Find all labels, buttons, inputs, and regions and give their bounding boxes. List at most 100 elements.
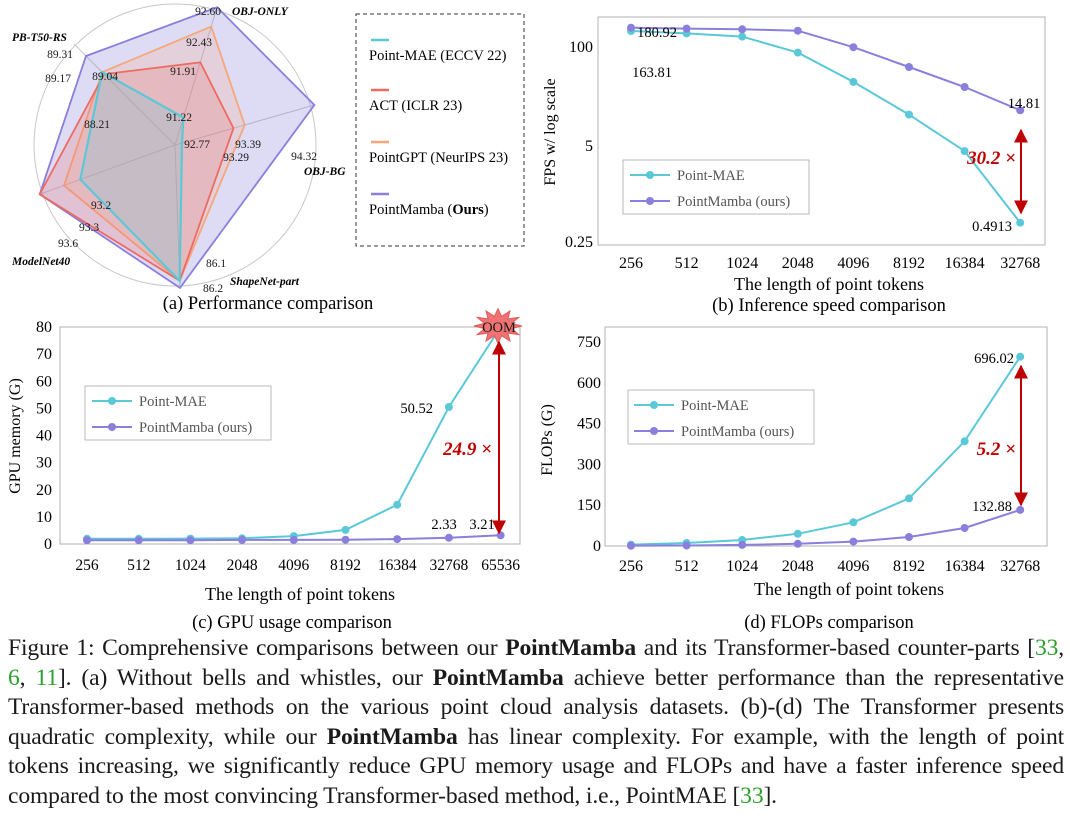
citation-link-11[interactable]: 11 <box>35 664 58 691</box>
panel-b-legend-box <box>622 159 810 215</box>
radar-axis-line <box>73 43 176 146</box>
radar-legend-box <box>355 13 525 247</box>
panel-d-ylabel: FLOPs (G) <box>539 404 556 476</box>
point-mae-line <box>630 356 1022 546</box>
radar-value-label: 93.6 <box>58 238 78 250</box>
panel-b-xlabel: The length of point tokens <box>734 274 924 294</box>
radar-value-label: 92.77 <box>184 139 210 151</box>
legend-label: PointMamba (ours) <box>139 420 252 436</box>
citation-link-6[interactable]: 6 <box>8 664 20 691</box>
radar-axis-name: OBJ-ONLY <box>232 6 289 18</box>
pointmamba-marker <box>849 537 858 546</box>
legend-label: PointMamba (ours) <box>681 424 794 440</box>
caption-lead: Figure 1: Comprehensive comparisons betw… <box>8 635 506 661</box>
gpu-chart-panel: GPU memory (G) 80 70 60 50 40 30 20 10 0 256 512 10… <box>7 307 523 633</box>
radar-value-label: 92.60 <box>195 6 221 18</box>
pointmamba-marker <box>960 524 969 532</box>
radar-value-label: 93.2 <box>91 200 111 212</box>
radar-axis-name: OBJ-BG <box>304 166 346 178</box>
citation-link-33[interactable]: 33 <box>1034 635 1059 661</box>
pointmamba-marker <box>682 541 691 550</box>
figure-caption: Figure 1: Comprehensive comparisons betw… <box>8 634 1064 811</box>
y-tick-label: 0 <box>44 536 52 553</box>
pointmamba-line <box>630 26 1021 112</box>
radar-value-label: 93.29 <box>223 152 249 164</box>
pointmamba-marker <box>738 25 747 34</box>
y-tick-label: 100 <box>569 39 593 56</box>
point-mae-marker <box>444 403 453 411</box>
point-mae-marker <box>960 437 969 446</box>
caption-text-1: and its Transformer-based counter-parts … <box>636 635 1035 661</box>
radar-legend-label: Point-MAE (ECCV 22) <box>369 48 507 64</box>
panel-c-legend-box <box>84 385 272 441</box>
radar-value-label: 92.43 <box>186 37 212 49</box>
oom-label: OOM <box>482 320 516 336</box>
x-tick-label: 32768 <box>1000 255 1040 272</box>
legend-label: PointMamba (ours) <box>677 194 790 210</box>
point-mae-marker <box>960 147 969 156</box>
oom-burst <box>473 307 523 345</box>
point-mae-marker <box>738 32 747 41</box>
x-tick-label: 16384 <box>945 255 985 272</box>
gpu-ratio-label: 24.9 × <box>442 439 492 460</box>
legend-marker <box>650 401 658 409</box>
y-tick-label: 450 <box>577 416 601 433</box>
data-label: 0.4913 <box>972 219 1012 235</box>
pointmamba-marker <box>960 83 969 91</box>
y-tick-label: 5 <box>585 138 593 155</box>
caption-name-2: PointMamba <box>432 664 564 691</box>
x-tick-label: 65536 <box>481 557 520 574</box>
x-tick-label: 4096 <box>837 255 869 272</box>
fps-ratio-label: 30.2 × <box>966 148 1016 169</box>
radar-series-act <box>38 61 235 283</box>
caption-text-4: has linear complexity. For example, with… <box>8 723 1065 809</box>
radar-axis-name: PB-T50-RS <box>12 32 67 44</box>
citation-link-33-b[interactable]: 33 <box>740 782 764 809</box>
data-label: 50.52 <box>400 401 433 417</box>
pointmamba-marker <box>186 536 195 545</box>
caption-text-5: ]. <box>763 782 777 809</box>
radar-value-label: 93.39 <box>235 139 261 151</box>
radar-legend-label: PointGPT (NeurIPS 23) <box>369 150 508 166</box>
point-mae-marker <box>793 529 802 538</box>
legend-marker <box>646 197 654 205</box>
x-tick-label: 512 <box>675 558 699 575</box>
x-tick-label: 32768 <box>1000 558 1040 575</box>
y-tick-label: 60 <box>36 373 52 390</box>
x-tick-label: 1024 <box>175 557 206 574</box>
pointmamba-line <box>630 508 1021 547</box>
y-tick-label: 70 <box>36 346 52 363</box>
caption-text-3: achieve better performance than the repr… <box>8 664 1064 750</box>
point-mae-marker <box>849 77 858 86</box>
pointmamba-marker <box>849 43 858 52</box>
point-mae-marker <box>905 110 913 119</box>
x-tick-label: 1024 <box>726 255 758 272</box>
radar-value-label: 89.04 <box>92 71 118 83</box>
panel-a-caption: (a) Performance comparison <box>163 294 374 314</box>
pointmamba-marker <box>905 533 913 541</box>
caption-name-1: PointMamba <box>505 635 637 661</box>
data-label: 14.81 <box>1008 96 1041 112</box>
panel-d-plot-frame <box>604 326 1048 547</box>
pointmamba-marker <box>496 531 505 540</box>
y-tick-label: 0 <box>593 538 601 555</box>
x-tick-label: 512 <box>675 255 699 272</box>
panel-c-ylabel: GPU memory (G) <box>7 378 24 494</box>
radar-value-label: 91.22 <box>166 112 192 124</box>
y-tick-label: 750 <box>577 334 601 351</box>
pointmamba-marker <box>341 535 350 544</box>
radar-axis-name: ModelNet40 <box>11 256 70 268</box>
pointmamba-marker <box>793 539 802 548</box>
x-tick-label: 256 <box>619 255 643 272</box>
x-tick-label: 2048 <box>782 255 814 272</box>
y-tick-label: 150 <box>577 497 601 514</box>
caption-sep-1: , <box>1058 635 1064 661</box>
data-label: 132.88 <box>972 499 1012 515</box>
x-tick-label: 8192 <box>893 558 925 575</box>
x-tick-label: 16384 <box>945 558 985 575</box>
flops-ratio-label: 5.2 × <box>977 439 1016 460</box>
y-tick-label: 10 <box>36 509 52 526</box>
panel-b-ylabel: FPS w/ log scale <box>542 78 559 185</box>
y-tick-label: 30 <box>36 455 52 472</box>
